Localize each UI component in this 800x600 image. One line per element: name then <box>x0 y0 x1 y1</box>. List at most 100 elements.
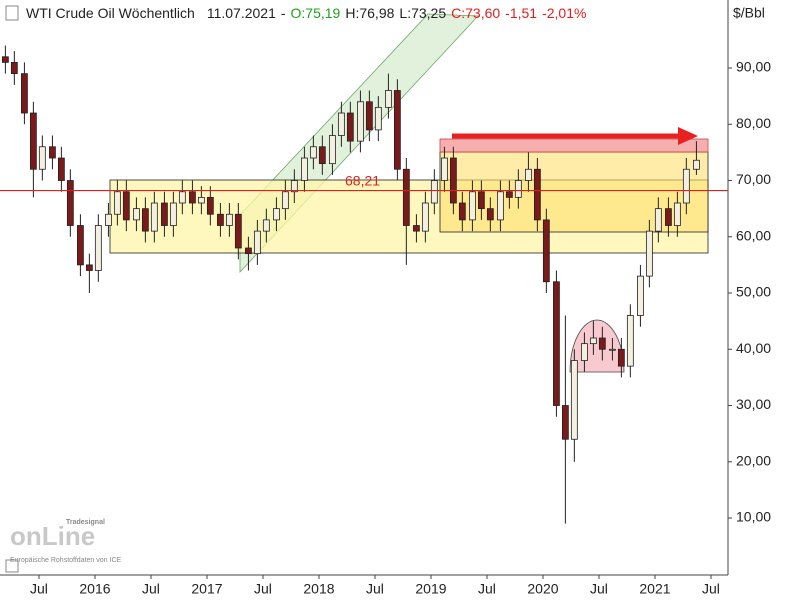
candle-body <box>477 191 485 210</box>
candle-body <box>626 315 634 367</box>
change-pct: -2,01% <box>542 5 586 21</box>
candle-body <box>301 157 308 181</box>
candle-body <box>197 196 205 204</box>
candle-body <box>141 208 149 232</box>
candle-body <box>122 191 130 221</box>
high: H:76,98 <box>345 5 394 21</box>
candle-body <box>393 90 401 170</box>
y-tick-label: 70,00 <box>736 171 771 187</box>
candle-body <box>469 191 476 221</box>
candle-body <box>161 202 168 226</box>
candle-body <box>133 208 140 221</box>
candle-body <box>645 230 653 277</box>
candle-body <box>318 146 326 165</box>
candle-body <box>150 202 158 232</box>
candle-body <box>273 208 280 221</box>
candle-body <box>169 202 177 226</box>
candle-body <box>430 180 438 204</box>
x-tick-label: 2017 <box>191 581 222 597</box>
y-tick-label: 30,00 <box>736 396 771 412</box>
candle-body <box>94 225 102 271</box>
candle-body <box>66 180 74 226</box>
resistance-zone <box>439 138 709 153</box>
candle-body <box>449 157 457 204</box>
scroll-icon[interactable] <box>5 559 19 573</box>
candle-body <box>514 180 522 198</box>
candle-body <box>505 191 513 198</box>
candle-body <box>441 157 448 181</box>
candle-body <box>561 405 569 440</box>
candle-body <box>1 56 9 63</box>
candle-body <box>421 202 429 232</box>
separator: - <box>281 5 286 21</box>
candle-body <box>365 101 373 131</box>
y-tick-label: 10,00 <box>736 509 771 525</box>
candle-body <box>458 202 466 221</box>
candle-body <box>402 168 410 226</box>
watermark-source: Europäische Rohstoffdaten von ICE <box>10 557 121 564</box>
candle-body <box>77 225 84 266</box>
open: O:75,19 <box>291 5 341 21</box>
title-line: WTI Crude Oil Wöchentlich 11.07.2021- O:75… <box>26 5 586 21</box>
candle-body <box>57 157 65 181</box>
candle-body <box>113 191 121 215</box>
reference-label: 68,21 <box>345 172 380 188</box>
scroll-icon[interactable] <box>5 5 19 21</box>
x-tick-label: Jul <box>702 581 720 597</box>
x-tick-label: Jul <box>30 581 48 597</box>
low: L:73,25 <box>399 5 446 21</box>
candle-body <box>553 281 560 406</box>
candle-body <box>654 208 662 232</box>
candle-body <box>245 247 252 255</box>
candle-body <box>413 225 420 232</box>
y-axis-label: $/Bbl <box>733 5 765 21</box>
candle-body <box>329 135 336 165</box>
candle-body <box>609 348 616 351</box>
candle-body <box>617 348 625 367</box>
candle-body <box>525 168 532 181</box>
candle-body <box>262 219 270 232</box>
arrow-layer <box>452 127 698 145</box>
candle-body <box>598 337 606 350</box>
candle-body <box>38 146 46 170</box>
candle-body <box>281 191 289 210</box>
candle-body <box>234 213 242 249</box>
candle-body <box>374 106 382 131</box>
candle-body <box>189 191 196 204</box>
candle-body <box>225 213 233 226</box>
candle-body <box>29 112 37 170</box>
candle-body <box>589 337 597 345</box>
candle-body <box>497 191 504 221</box>
candle-body <box>253 230 261 255</box>
title: WTI Crude Oil Wöchentlich <box>26 5 195 21</box>
y-tick-label: 90,00 <box>736 59 771 75</box>
candle-body <box>357 101 364 142</box>
close: C:73,60 <box>451 5 500 21</box>
x-tick-label: 2016 <box>79 581 110 597</box>
change: -1,51 <box>505 5 537 21</box>
x-tick-label: 2020 <box>527 581 558 597</box>
candle-body <box>486 208 494 221</box>
candle-body <box>105 213 112 226</box>
y-tick-label: 80,00 <box>736 115 771 131</box>
x-tick-label: Jul <box>366 581 384 597</box>
candle-body <box>10 61 18 75</box>
x-tick-label: 2019 <box>415 581 446 597</box>
candle-body <box>217 213 224 226</box>
date: 11.07.2021 <box>207 5 276 21</box>
candle-body <box>21 73 28 114</box>
y-tick-label: 50,00 <box>736 284 771 300</box>
candle-body <box>682 168 690 204</box>
candle-body <box>346 112 354 142</box>
y-tick-label: 60,00 <box>736 227 771 243</box>
candle-body <box>178 191 186 204</box>
y-tick-label: 20,00 <box>736 452 771 468</box>
candle-body <box>385 90 392 108</box>
candle-body <box>290 180 298 193</box>
candle-body <box>673 202 681 226</box>
candle-body <box>85 264 93 271</box>
candle-body <box>309 146 317 159</box>
candle-body <box>637 275 644 316</box>
x-tick-label: 2021 <box>639 581 670 597</box>
